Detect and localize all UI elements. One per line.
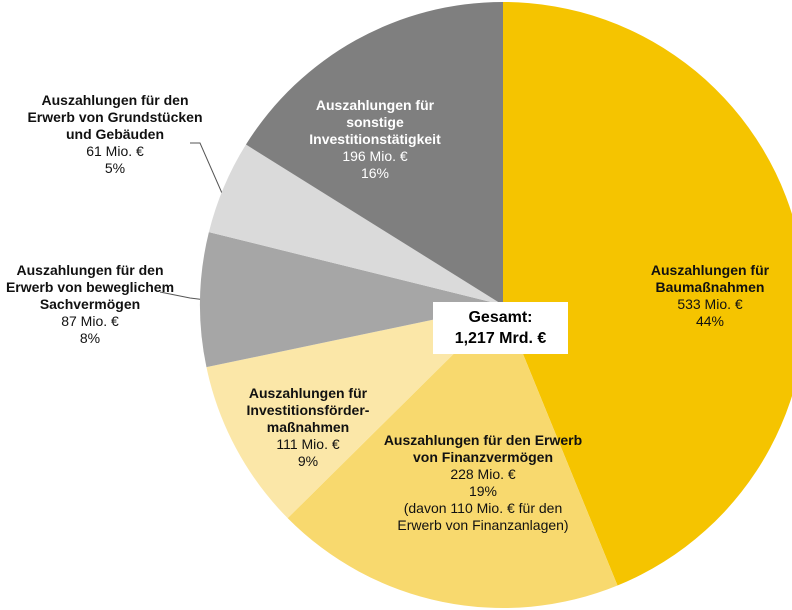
category-label: Auszahlungen für Baumaßnahmen (650, 262, 770, 295)
percentage-label: 9% (297, 453, 319, 469)
category-label: Auszahlungen für den Erwerb von beweglic… (5, 262, 175, 312)
value-label: 111 Mio. € (276, 436, 340, 452)
value-label: 228 Mio. € (450, 466, 516, 482)
slice-label: Auszahlungen für Investitionsförder-maßn… (223, 385, 393, 470)
category-label: Auszahlungen für sonstige Investitionstä… (309, 97, 441, 147)
percentage-label: 5% (104, 160, 126, 176)
slice-label: Auszahlungen für den Erwerb von Finanzve… (383, 432, 583, 534)
slice-label: Auszahlungen für sonstige Investitionstä… (290, 97, 460, 182)
slice-label: Auszahlungen für Baumaßnahmen 533 Mio. €4… (630, 262, 790, 330)
pie-slice (200, 232, 504, 368)
percentage-label: 19% (468, 483, 498, 499)
percentage-label: 8% (79, 330, 101, 346)
value-label: 87 Mio. € (61, 313, 119, 329)
annotation: (davon 110 Mio. € für den Erwerb von Fin… (397, 500, 569, 533)
total-box: Gesamt: 1,217 Mrd. € (433, 302, 568, 354)
slice-label: Auszahlungen für den Erwerb von Grundstü… (25, 92, 205, 177)
pie-slice (206, 305, 503, 519)
leader-line (190, 142, 226, 201)
pie-slice (287, 305, 618, 608)
percentage-label: 16% (360, 165, 390, 181)
pie-slice (208, 144, 503, 305)
value-label: 61 Mio. € (86, 143, 144, 159)
category-label: Auszahlungen für den Erwerb von Grundstü… (27, 92, 203, 142)
value-label: 533 Mio. € (677, 296, 743, 312)
category-label: Auszahlungen für Investitionsförder-maßn… (246, 385, 370, 435)
pie-slice (503, 2, 792, 586)
percentage-label: 44% (695, 313, 725, 329)
total-label: Gesamt: (468, 309, 533, 326)
pie-slice (245, 2, 503, 305)
total-value: 1,217 Mrd. € (454, 330, 547, 347)
value-label: 196 Mio. € (342, 148, 408, 164)
slice-label: Auszahlungen für den Erwerb von beweglic… (5, 262, 175, 347)
category-label: Auszahlungen für den Erwerb von Finanzve… (383, 432, 583, 465)
